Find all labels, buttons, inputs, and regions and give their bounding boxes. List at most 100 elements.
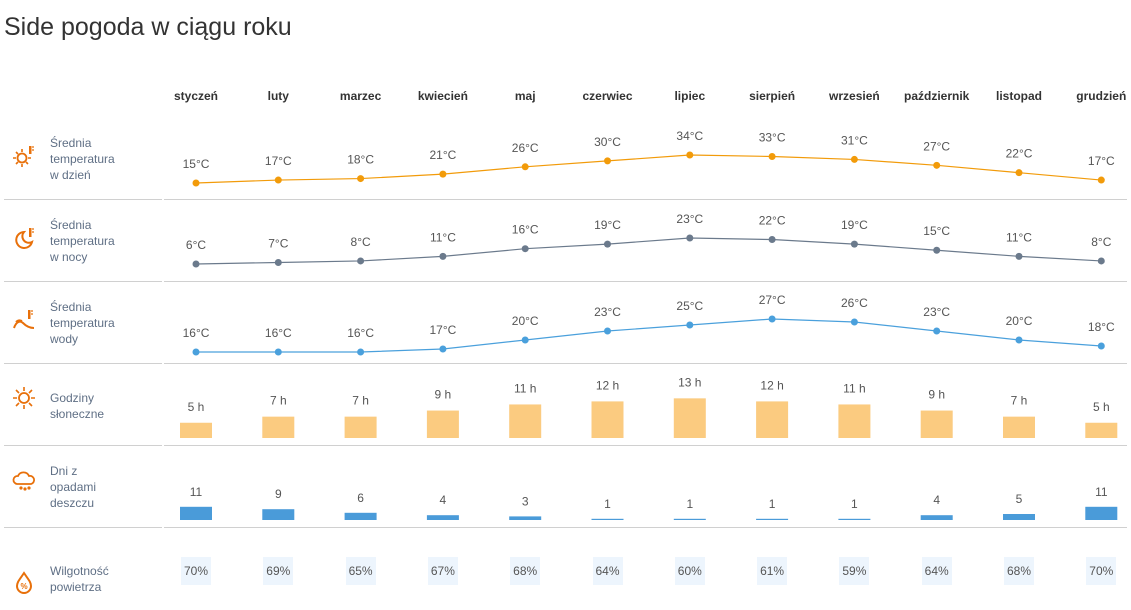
temperature-line-chart: 16°C 16°C 16°C 17°C 20°C 23°C 25°C 27°C 26°C 23°C… [183,293,1115,356]
data-point [768,315,776,323]
data-label: 9 h [928,388,945,402]
rain-days-bar-chart: 11 9 6 4 3 1 1 1 1 4 511 [180,485,1118,520]
data-label: 7°C [268,236,288,250]
data-label: 11 h [514,381,536,395]
row-label-line: opadami [50,480,97,494]
data-label: 15°C [183,157,210,171]
month-header: grudzień [1076,89,1127,103]
month-header: luty [267,89,289,103]
data-label: 17°C [265,154,292,168]
data-point [850,318,858,326]
wave-thermometer-icon [12,308,36,332]
month-header: kwiecień [417,89,468,103]
row-label-line: powietrza [50,580,102,594]
data-point [439,170,447,178]
data-label: 5 h [1093,400,1110,414]
data-point [1015,252,1023,260]
month-header: styczeń [173,89,219,103]
row-label-line: Średnia [50,136,92,150]
data-label: 7 h [270,394,287,408]
series-line [196,318,1102,353]
row-label-line: Wilgotność [50,564,109,578]
data-label: 4 [933,493,940,507]
data-point [357,257,365,265]
bar [426,410,459,438]
row-label: Dni z opadami deszczu [50,463,96,511]
data-label: 21°C [429,148,456,162]
bar [838,518,871,520]
data-label: 6°C [186,238,206,252]
month-header: maj [514,89,536,103]
divider [164,281,1127,282]
data-label: 18°C [1088,320,1115,334]
row-label-line: w dzień [50,168,91,182]
month-header: wrzesień [829,89,880,103]
data-label: 23°C [923,305,950,319]
sun-icon [12,386,36,410]
data-point [192,179,200,187]
data-point [604,157,611,165]
humidity-value: 68% [1004,557,1034,585]
bar [1085,422,1118,438]
data-label: 33°C [759,130,786,144]
bar [1085,506,1118,520]
data-label: 17°C [1088,154,1115,168]
data-point [1015,336,1023,344]
data-label: 25°C [676,299,703,313]
month-header: listopad [995,89,1043,103]
humidity-value: 60% [674,557,705,585]
bar [180,506,212,520]
row-label-line: słoneczne [50,407,105,421]
data-label: 16°C [512,223,539,237]
month-header: sierpień [749,89,796,103]
data-point [768,152,776,160]
bar [180,422,212,438]
data-point [1097,176,1105,184]
row-label-line: Godziny [50,391,95,405]
sun-thermometer-icon [12,144,36,168]
humidity-value: 64% [921,557,952,585]
bar [756,518,789,520]
row-water: Średnia temperatura wody 16°C 16°C 16°C 17°C 20… [0,282,1131,364]
data-label: 8°C [351,235,371,249]
row-label-line: Średnia [50,218,92,232]
series-line [195,237,1102,265]
data-label: 11 [190,485,203,499]
data-label: 18°C [347,153,374,167]
divider [4,199,162,200]
data-label: 17°C [429,323,456,337]
bar [262,416,295,438]
row-label-line: temperatura [50,234,115,248]
series-line [195,154,1102,184]
data-label: 1 [769,497,776,511]
data-label: 9 h [435,388,452,402]
divider [164,363,1127,364]
humidity-drop-icon: % [12,571,36,595]
data-point [686,234,694,242]
divider [164,445,1127,446]
page-title: Side pogoda w ciągu roku [4,13,292,41]
row-label-line: temperatura [50,152,115,166]
data-label: 12 h [760,378,783,392]
data-point [521,163,529,171]
data-point [933,246,941,254]
data-point [604,327,611,335]
bar [262,509,295,520]
row-label-line: Dni z [50,464,78,478]
data-point [604,240,611,248]
bar [509,516,542,520]
row-label-line: deszczu [50,496,95,510]
bar [509,404,542,438]
divider [4,281,162,282]
data-point [521,245,529,253]
data-label: 30°C [594,135,621,149]
bar [920,515,953,520]
data-label: 1 [604,497,611,511]
row-label: Średnia temperatura w dzień [50,135,115,183]
bar [591,518,624,520]
data-label: 27°C [759,293,786,307]
data-point [686,151,694,159]
data-label: 8°C [1091,235,1111,249]
data-point [439,345,447,353]
data-label: 3 [522,494,529,508]
